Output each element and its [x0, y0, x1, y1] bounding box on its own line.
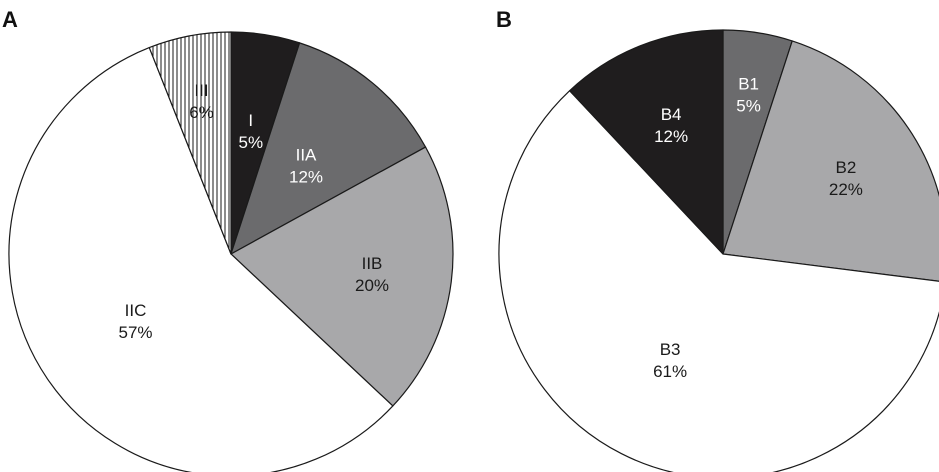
slice-label-b4: B4 12%	[654, 105, 688, 146]
slice-label-iic: IIC 57%	[118, 301, 152, 342]
pie-b-slices	[498, 29, 939, 472]
pie-slice-iic	[8, 46, 394, 472]
pie-a-labels: I 5% IIA 12% IIB 20% IIC 57% III 6%	[118, 81, 389, 342]
slice-label-iia: IIA 12%	[289, 145, 323, 186]
pie-slice-iib	[230, 146, 454, 407]
slice-label-b2: B2 22%	[829, 158, 863, 199]
pie-chart-a: A I 5% IIA 12% IIB 20% IIC 57% III 6%	[2, 7, 454, 472]
pie-b-labels: B1 5% B2 22% B3 61% B4 12%	[653, 75, 863, 381]
slice-label-iii: III 6%	[189, 81, 214, 122]
pie-chart-b: B B1 5% B2 22% B3 61% B4 12%	[496, 7, 939, 472]
slice-label-i: I 5%	[239, 111, 264, 152]
slice-label-b1: B1 5%	[736, 75, 761, 116]
pie-slice-b3	[498, 90, 939, 472]
slice-label-b3: B3 61%	[653, 340, 687, 381]
pie-a-slices	[8, 31, 454, 472]
panel-label-a: A	[2, 7, 18, 32]
slice-label-iib: IIB 20%	[355, 254, 389, 295]
panel-label-b: B	[496, 7, 512, 32]
pie-slice-iia	[230, 42, 427, 255]
pie-slice-b4	[569, 29, 724, 255]
pie-slice-iii	[148, 31, 232, 255]
pie-slice-b2	[722, 40, 939, 282]
